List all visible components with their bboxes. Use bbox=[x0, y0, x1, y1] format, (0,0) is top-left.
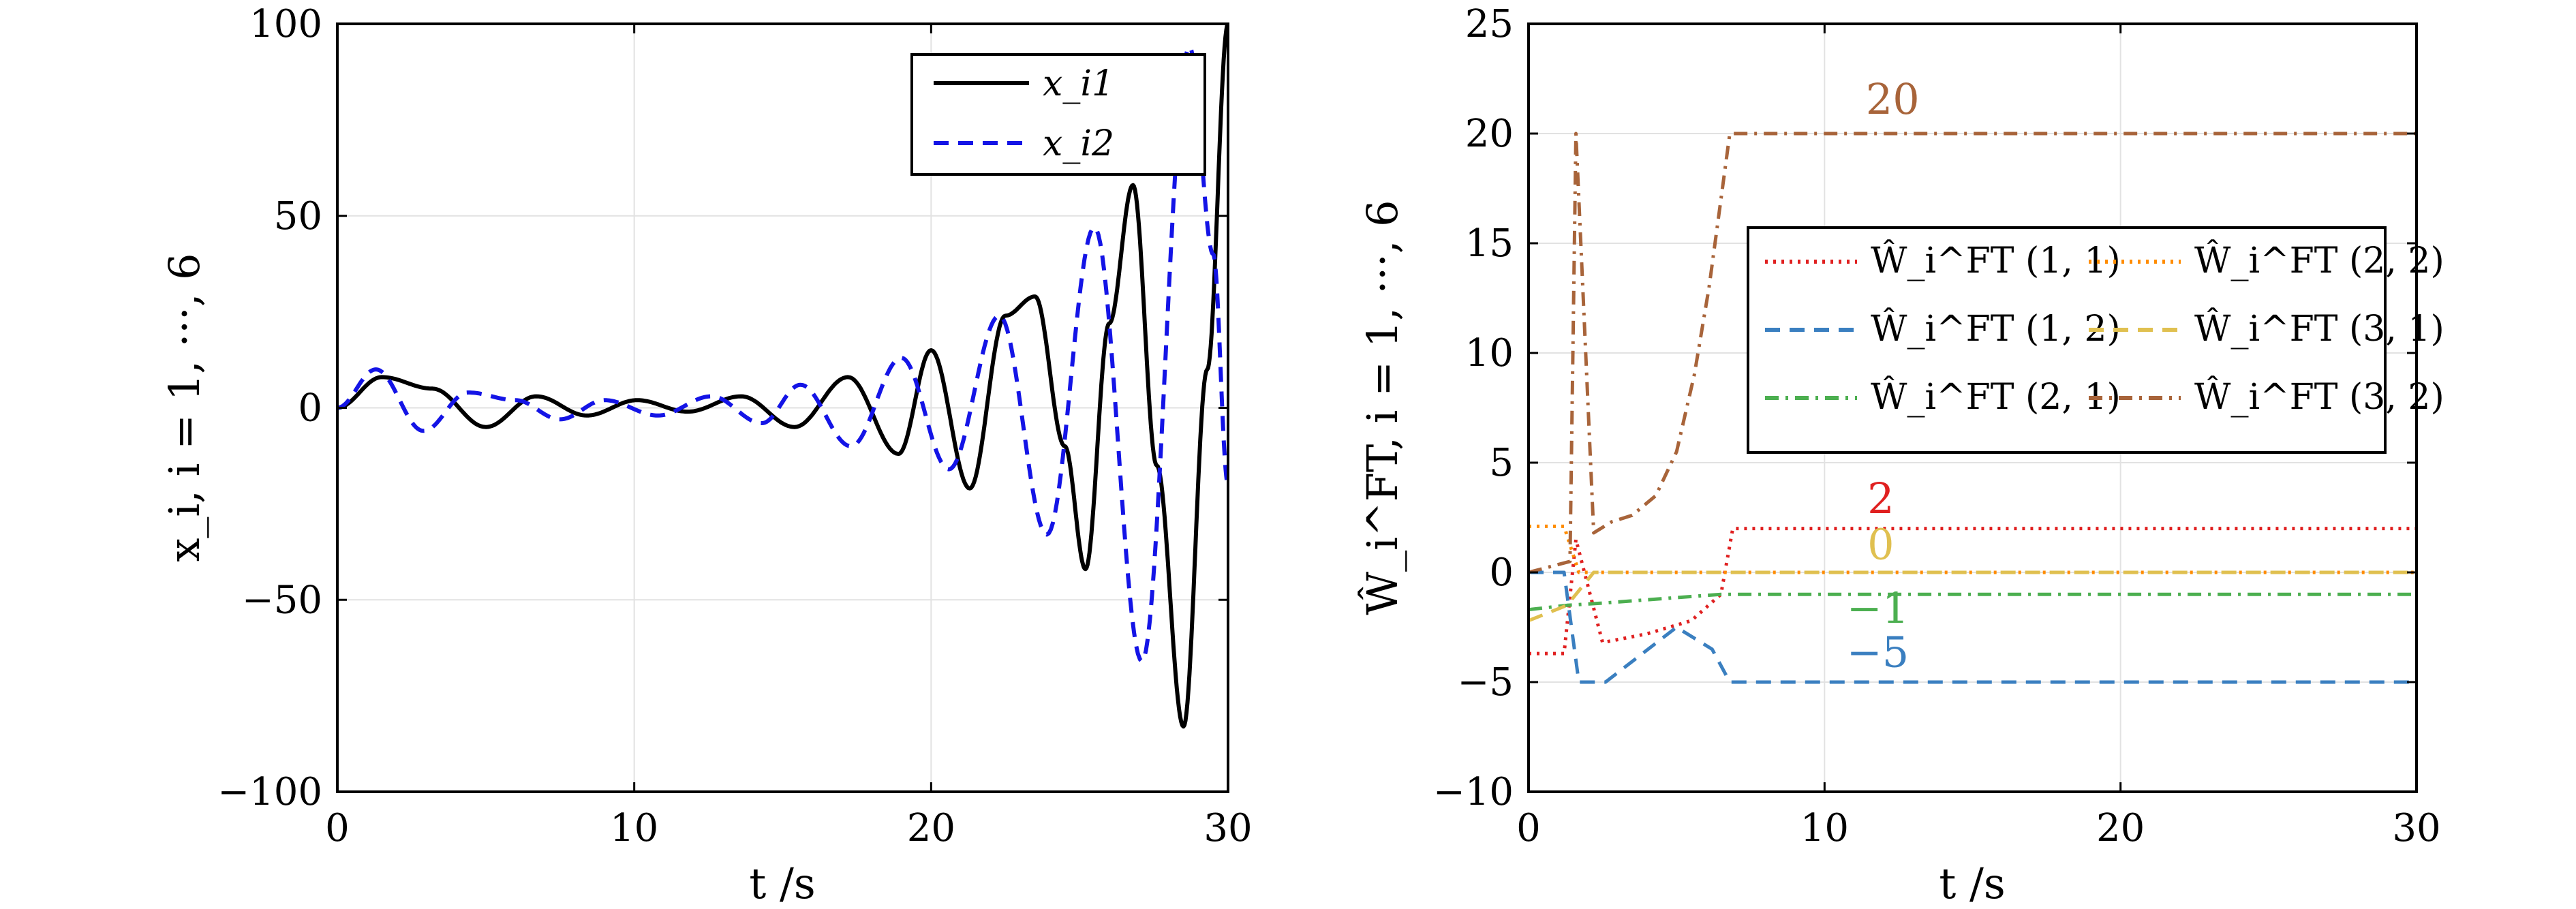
right-plot-frame bbox=[1527, 22, 2418, 793]
left-legend-box bbox=[910, 53, 1206, 176]
right-legend-label: Ŵ_i^FT (3, 1) bbox=[2194, 307, 2444, 350]
right-y-tick-label: 25 bbox=[1465, 2, 1514, 46]
right-annotation-label: −5 bbox=[1847, 627, 1909, 677]
right-legend-label: Ŵ_i^FT (2, 1) bbox=[1871, 375, 2121, 418]
right-series-line-2 bbox=[1529, 570, 2417, 684]
right-legend-label: Ŵ_i^FT (1, 2) bbox=[1871, 307, 2121, 350]
right-legend: Ŵ_i^FT (1, 1) Ŵ_i^FT (1, 2) Ŵ_i^FT (2, 1) Ŵ… bbox=[1747, 226, 2444, 454]
right-annotation-label: −1 bbox=[1847, 583, 1909, 633]
left-ticks: 0 10 20 30 100 50 0 −50 −100 bbox=[217, 2, 1252, 850]
right-x-tick-label: 0 bbox=[1516, 806, 1541, 850]
left-y-tick-label: −100 bbox=[217, 770, 322, 814]
left-x-tick-label: 0 bbox=[325, 806, 350, 850]
left-y-tick-label: 100 bbox=[249, 2, 322, 46]
right-annotation-label: 2 bbox=[1867, 474, 1894, 523]
right-x-tick-label: 20 bbox=[2096, 806, 2145, 850]
left-series-layer bbox=[337, 24, 1228, 729]
left-y-axis-label: x_i, i = 1, ···, 6 bbox=[159, 253, 209, 561]
right-legend-entries: Ŵ_i^FT (1, 1) Ŵ_i^FT (1, 2) Ŵ_i^FT (2, 1) Ŵ… bbox=[1765, 239, 2444, 418]
right-legend-box bbox=[1747, 226, 2387, 454]
right-annotation-label: 0 bbox=[1867, 520, 1894, 570]
left-chart: 0 10 20 30 100 50 0 −50 −100 t /s x_i, i = 1, ··… bbox=[159, 2, 1253, 908]
right-series-layer bbox=[1529, 132, 2417, 684]
right-x-tick-label: 10 bbox=[1800, 806, 1849, 850]
left-series-line-1 bbox=[337, 24, 1228, 729]
left-x-tick-label: 30 bbox=[1203, 806, 1252, 850]
right-annotations: 20 20 −1−5 bbox=[1847, 74, 1920, 677]
right-legend-label: Ŵ_i^FT (3, 2) bbox=[2194, 375, 2444, 418]
right-series-line-6 bbox=[1529, 132, 2417, 574]
left-y-tick-label: −50 bbox=[242, 578, 322, 622]
left-x-axis-label: t /s bbox=[749, 859, 815, 908]
left-series-line-2 bbox=[337, 44, 1228, 664]
right-legend-label: Ŵ_i^FT (2, 2) bbox=[2194, 239, 2444, 281]
right-series-line-4 bbox=[1529, 524, 2417, 574]
right-y-tick-label: 15 bbox=[1465, 221, 1514, 266]
right-y-tick-label: 5 bbox=[1489, 441, 1514, 485]
right-y-tick-label: 20 bbox=[1465, 112, 1514, 156]
right-series-line-3 bbox=[1529, 592, 2417, 612]
right-y-tick-label: −5 bbox=[1457, 660, 1514, 705]
right-y-tick-label: 0 bbox=[1489, 551, 1514, 595]
right-y-tick-label: 10 bbox=[1465, 331, 1514, 375]
left-y-tick-label: 50 bbox=[274, 194, 322, 238]
right-series-line-1 bbox=[1529, 527, 2417, 656]
left-x-tick-label: 10 bbox=[610, 806, 658, 850]
left-legend: x_i1 x_i2 bbox=[910, 53, 1206, 176]
right-y-axis-label: Ŵ_i^FT, i = 1, ···, 6 bbox=[1358, 200, 1407, 615]
left-legend-label-x-i1: x_i1 bbox=[1043, 63, 1114, 104]
left-x-tick-label: 20 bbox=[907, 806, 955, 850]
left-legend-label-x-i2: x_i2 bbox=[1043, 123, 1114, 164]
right-series-line-5 bbox=[1529, 570, 2417, 623]
right-x-axis-label: t /s bbox=[1939, 859, 2005, 908]
right-legend-label: Ŵ_i^FT (1, 1) bbox=[1871, 239, 2121, 281]
right-annotation-label: 20 bbox=[1866, 74, 1920, 124]
right-y-tick-label: −10 bbox=[1433, 770, 1514, 814]
left-y-tick-label: 0 bbox=[298, 386, 322, 431]
right-x-tick-label: 30 bbox=[2392, 806, 2440, 850]
